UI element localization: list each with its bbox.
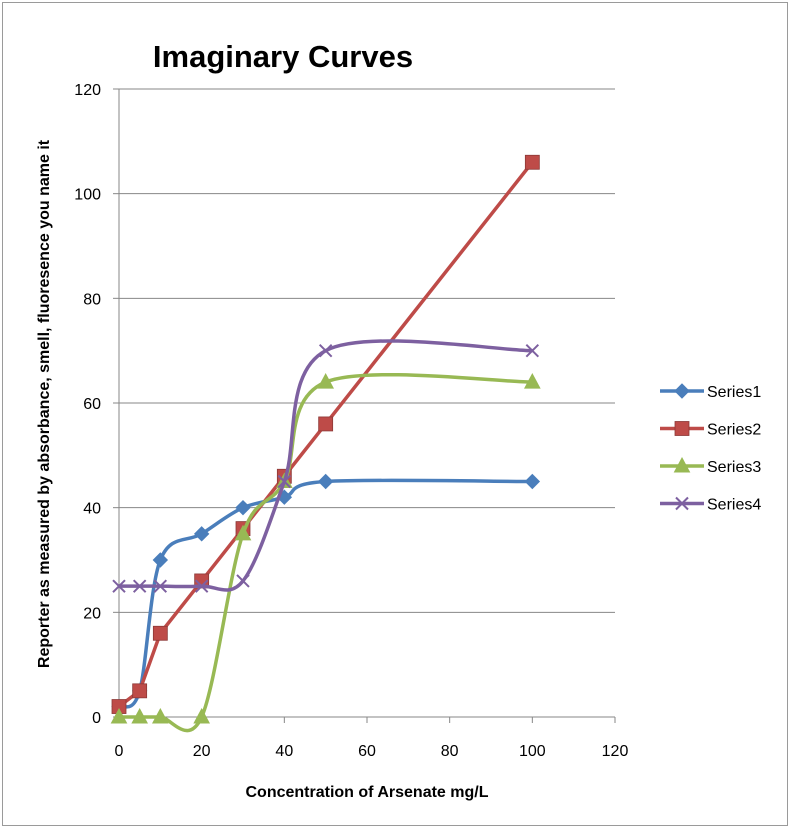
data-point <box>236 574 250 588</box>
legend-marker <box>675 496 689 511</box>
legend-item-series4: Series4 <box>660 497 761 514</box>
data-point <box>194 579 209 593</box>
x-tick-label: 60 <box>358 743 376 760</box>
chart-title: Imaginary Curves <box>153 39 413 74</box>
data-point <box>153 579 168 593</box>
x-tick-labels: 0 20 40 60 80 100 120 <box>115 743 629 760</box>
x-tick-label: 80 <box>441 743 459 760</box>
data-point <box>152 625 168 641</box>
y-tick-label: 20 <box>83 605 101 622</box>
legend-item-series2: Series2 <box>660 421 761 439</box>
series-line <box>118 339 533 592</box>
data-point <box>277 474 292 489</box>
series-group <box>110 154 541 733</box>
y-tick-label: 60 <box>83 396 101 413</box>
data-point <box>152 552 169 568</box>
data-point <box>318 343 333 358</box>
x-marker-stroke <box>194 579 209 593</box>
series-line <box>117 161 534 708</box>
data-point <box>193 526 210 542</box>
x-tick-label: 0 <box>115 743 124 760</box>
x-marker-stroke <box>153 579 168 593</box>
data-point <box>235 499 251 516</box>
data-point <box>194 573 210 589</box>
data-point <box>524 154 540 170</box>
x-tick-label: 120 <box>602 743 629 760</box>
data-point <box>317 373 335 389</box>
legend-label: Series4 <box>707 497 761 514</box>
y-tick-label: 40 <box>83 501 101 518</box>
legend-marker <box>674 421 690 436</box>
data-point <box>317 473 334 490</box>
legend-label: Series2 <box>707 422 761 439</box>
x-tick-label: 100 <box>519 743 546 760</box>
x-marker-stroke <box>675 496 689 511</box>
series-series4 <box>112 339 540 593</box>
legend-label: Series3 <box>707 459 761 476</box>
y-tick-labels: 0 20 40 60 80 100 120 <box>74 82 101 727</box>
series-series2 <box>111 154 540 714</box>
y-axis-label: Reporter as measured by absorbance, smel… <box>36 139 53 668</box>
data-point <box>132 579 147 593</box>
y-tick-label: 80 <box>83 291 101 308</box>
x-marker-stroke <box>236 574 250 588</box>
series-line <box>117 478 533 709</box>
data-point <box>151 707 169 724</box>
data-point <box>110 707 128 724</box>
data-point <box>524 473 541 490</box>
x-marker-stroke <box>112 579 126 593</box>
legend-item-series1: Series1 <box>660 383 761 401</box>
x-tick-label: 40 <box>275 743 293 760</box>
series-line <box>118 372 533 733</box>
legend-marker <box>673 456 691 473</box>
y-tick-label: 120 <box>74 82 101 99</box>
axes <box>113 88 616 723</box>
x-tick-label: 20 <box>193 743 211 760</box>
legend: Series1 Series2 Series3 Series4 <box>660 383 761 514</box>
x-marker-stroke <box>525 343 540 358</box>
data-point <box>318 416 334 432</box>
x-marker-stroke <box>318 343 333 358</box>
y-tick-label: 100 <box>74 187 101 204</box>
data-point <box>525 343 540 358</box>
data-point <box>234 524 252 541</box>
x-axis-label: Concentration of Arsenate mg/L <box>246 784 489 801</box>
x-marker-stroke <box>277 474 292 489</box>
legend-item-series3: Series3 <box>660 456 761 476</box>
data-point <box>193 707 211 724</box>
data-point <box>132 683 148 699</box>
legend-label: Series1 <box>707 384 761 401</box>
data-point <box>112 579 126 593</box>
data-point <box>523 373 541 389</box>
series-series1 <box>111 473 541 715</box>
gridlines <box>119 88 615 613</box>
y-tick-label: 0 <box>92 710 101 727</box>
x-marker-stroke <box>132 579 147 593</box>
data-point <box>131 707 149 724</box>
legend-marker <box>674 383 690 399</box>
